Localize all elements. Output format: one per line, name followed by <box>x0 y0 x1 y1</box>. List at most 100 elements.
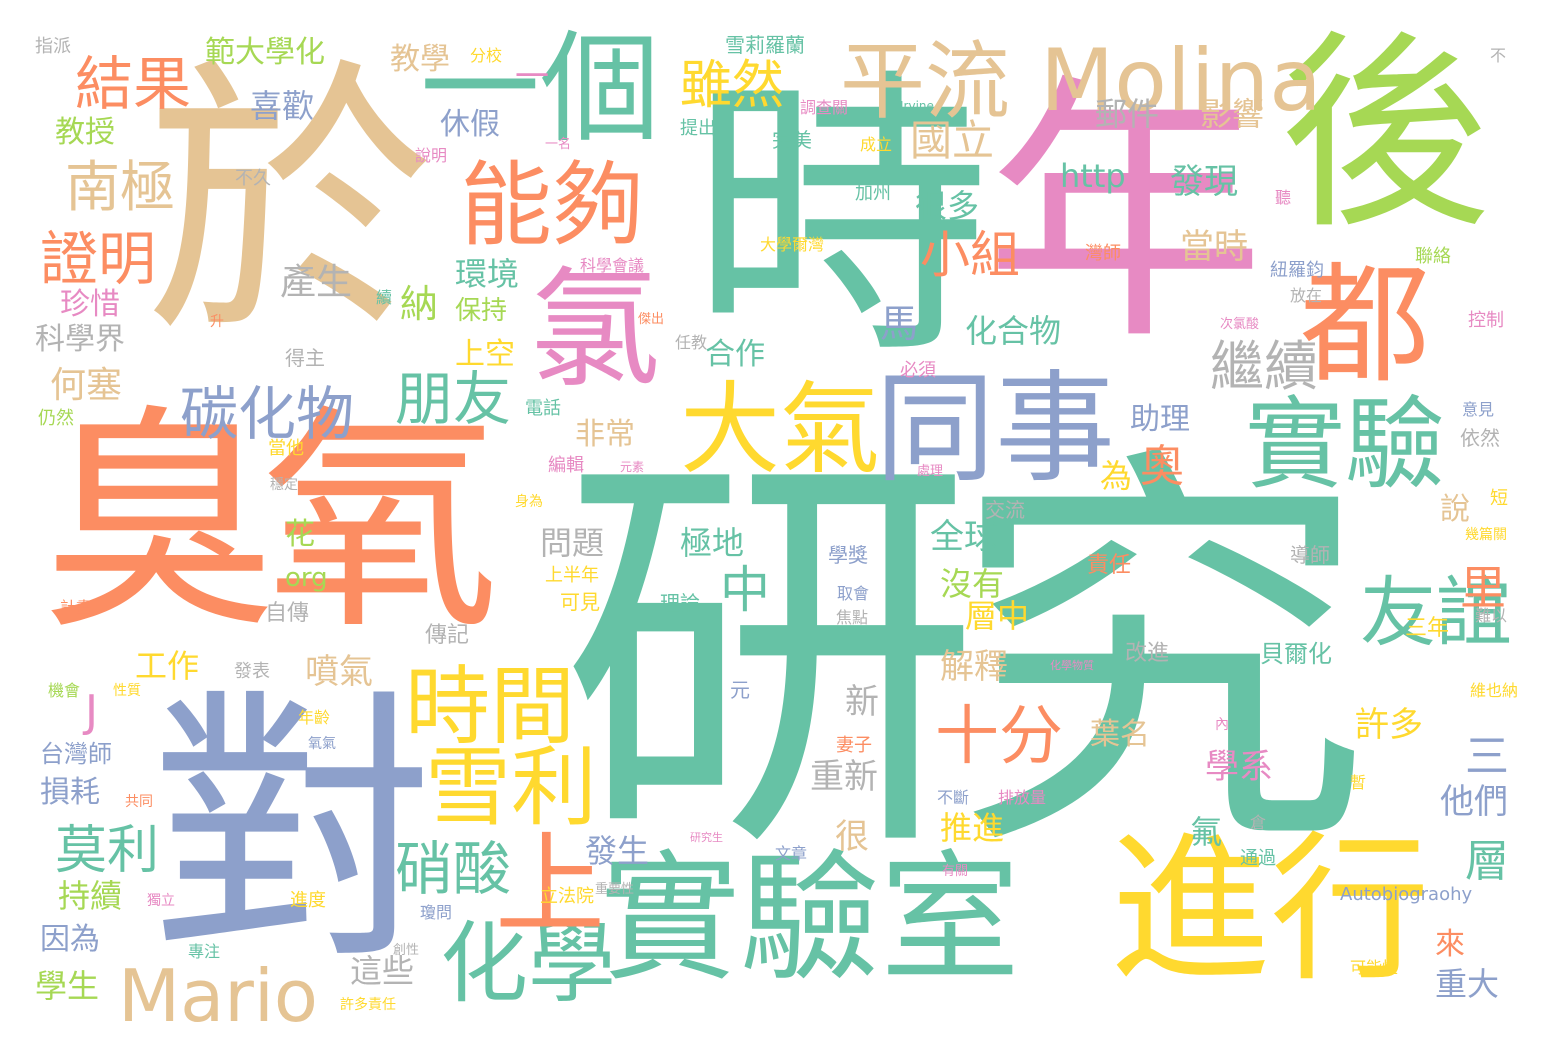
word-wending: 穩定 <box>270 477 298 493</box>
word-nian: 年 <box>985 52 1265 378</box>
word-qiongwen: 瓊問 <box>420 903 453 922</box>
word-yige: 一個 <box>420 20 660 159</box>
word-huaxue: 化學 <box>440 912 617 1015</box>
word-zhuanzhu: 專注 <box>188 942 221 961</box>
word-xuduozeren: 許多責任 <box>340 997 396 1013</box>
word-lianluo: 聯絡 <box>1415 246 1451 267</box>
word-fasheng: 發生 <box>585 832 650 870</box>
word-yuansu: 元素 <box>620 460 645 474</box>
word-nianling: 年齡 <box>298 708 331 727</box>
word-kexuejie: 科學界 <box>35 322 125 357</box>
word-weiyena: 維也納 <box>1470 681 1519 700</box>
word-xueli: 雪利 <box>425 738 597 838</box>
word-shiyanshi: 實驗室 <box>600 838 1021 1001</box>
word-wenzhang: 文章 <box>775 844 808 863</box>
word-zan: 暫 <box>1350 773 1367 792</box>
word-dianhua: 電話 <box>525 398 561 419</box>
word-dezhu: 得主 <box>285 346 325 370</box>
word-lifayuan: 立法院 <box>540 886 594 907</box>
word-feichang: 非常 <box>575 417 635 452</box>
word-zhuanji: 傳記 <box>425 623 470 648</box>
word-gaijin: 改進 <box>1125 641 1170 666</box>
word-gongzuo: 工作 <box>135 647 200 685</box>
word-shangkong: 上空 <box>455 337 515 372</box>
word-yingxiang: 影響 <box>1200 95 1265 133</box>
word-huaxuewuzhi: 化學物質 <box>1050 659 1094 672</box>
word-jiaoshou: 教授 <box>55 115 115 150</box>
word-cengzhong: 層中 <box>965 597 1030 635</box>
word-dui: 對 <box>150 666 435 998</box>
word-shijian: 時間 <box>405 658 576 757</box>
word-xuexi: 學系 <box>1205 747 1273 787</box>
word-molina: Molina <box>1040 31 1322 131</box>
word-org: org <box>285 563 328 593</box>
word-beierhua: 貝爾化 <box>1260 640 1332 668</box>
word-j: J <box>85 686 98 737</box>
word-quanqiu: 全球 <box>930 517 998 557</box>
word-tuijin: 推進 <box>940 809 1005 847</box>
word-jipianguan: 幾篇關 <box>1465 527 1507 543</box>
word-dangshi: 當時 <box>1180 227 1248 267</box>
word-huanjing: 環境 <box>455 255 520 293</box>
word-autobiography: Autobiograohy <box>1340 884 1473 905</box>
word-chixu: 持續 <box>58 877 123 915</box>
word-gongtong: 共同 <box>125 794 153 810</box>
word-sheng: 升 <box>210 314 224 330</box>
word-nanyi: 難以 <box>1475 606 1508 625</box>
word-yiran: 依然 <box>1460 426 1500 450</box>
word-ao: 奧 <box>1140 441 1184 492</box>
word-kenengxing: 可能性 <box>1350 958 1399 977</box>
word-xuesheng: 學生 <box>35 967 100 1005</box>
word-hou: 後 <box>1280 12 1491 257</box>
word-zhong: 中 <box>720 561 770 619</box>
word-bixu: 必須 <box>900 360 936 381</box>
word-xin: 新 <box>845 682 879 722</box>
word-shiyan: 實驗 <box>1245 386 1445 503</box>
word-ceng: 層 <box>1465 836 1509 887</box>
word-bu: 不 <box>1490 46 1507 65</box>
word-lu: 氯 <box>530 254 661 406</box>
word-shenwei: 身為 <box>515 494 543 510</box>
word-nei: 內 <box>1215 717 1229 733</box>
word-sunhao: 損耗 <box>40 775 100 810</box>
word-shuo: 說 <box>1440 492 1470 527</box>
word-bujiu: 不久 <box>235 168 271 189</box>
word-renjiao: 任教 <box>675 333 708 352</box>
word-jiaoxue: 教學 <box>390 42 450 77</box>
word-xu: 續 <box>376 288 393 307</box>
word-pingliu: 平流 <box>840 33 1011 132</box>
word-xihuan: 喜歡 <box>250 87 315 125</box>
word-xuejiang: 學獎 <box>828 543 868 567</box>
word-jixu: 繼續 <box>1210 335 1318 398</box>
word-faxian: 發現 <box>1170 162 1238 202</box>
word-baochi: 保持 <box>455 296 508 326</box>
word-yanjiusheng: 研究生 <box>690 831 723 844</box>
word-jieguo: 結果 <box>75 50 192 118</box>
word-nenggou: 能夠 <box>460 152 645 259</box>
word-li: 里 <box>1460 561 1506 615</box>
word-jihua: 計畫 <box>60 598 93 617</box>
word-http: http <box>1060 157 1126 195</box>
word-tongshi: 同事 <box>875 360 1115 499</box>
word-ting: 聽 <box>1275 188 1292 207</box>
word-bianji: 編輯 <box>548 455 584 476</box>
word-hen: 很 <box>835 817 869 857</box>
word-tamen: 他們 <box>1440 782 1508 822</box>
word-yanjiu: 研究 <box>560 415 1370 904</box>
word-fabiao: 發表 <box>234 661 270 682</box>
word-taiwanshi: 台灣師 <box>40 740 112 768</box>
word-jiaodian: 焦點 <box>836 608 869 627</box>
word-moli: 莫利 <box>55 821 160 881</box>
word-jiuluojun: 紐羅鈞 <box>1270 260 1324 281</box>
word-san: 三 <box>1465 731 1509 782</box>
word-quhui: 取會 <box>837 584 870 603</box>
word-zhipai: 指派 <box>35 36 71 57</box>
word-cilusuan: 次氯酸 <box>1220 317 1260 332</box>
word-jieshi: 解釋 <box>940 647 1008 687</box>
word-wanmei: 完美 <box>772 128 812 152</box>
word-meiyou: 沒有 <box>940 565 1005 603</box>
word-xiujia: 休假 <box>440 107 500 142</box>
word-jiaoliu: 交流 <box>985 498 1025 522</box>
word-pengyou: 朋友 <box>395 365 512 433</box>
word-kongzhi: 控制 <box>1468 310 1504 331</box>
